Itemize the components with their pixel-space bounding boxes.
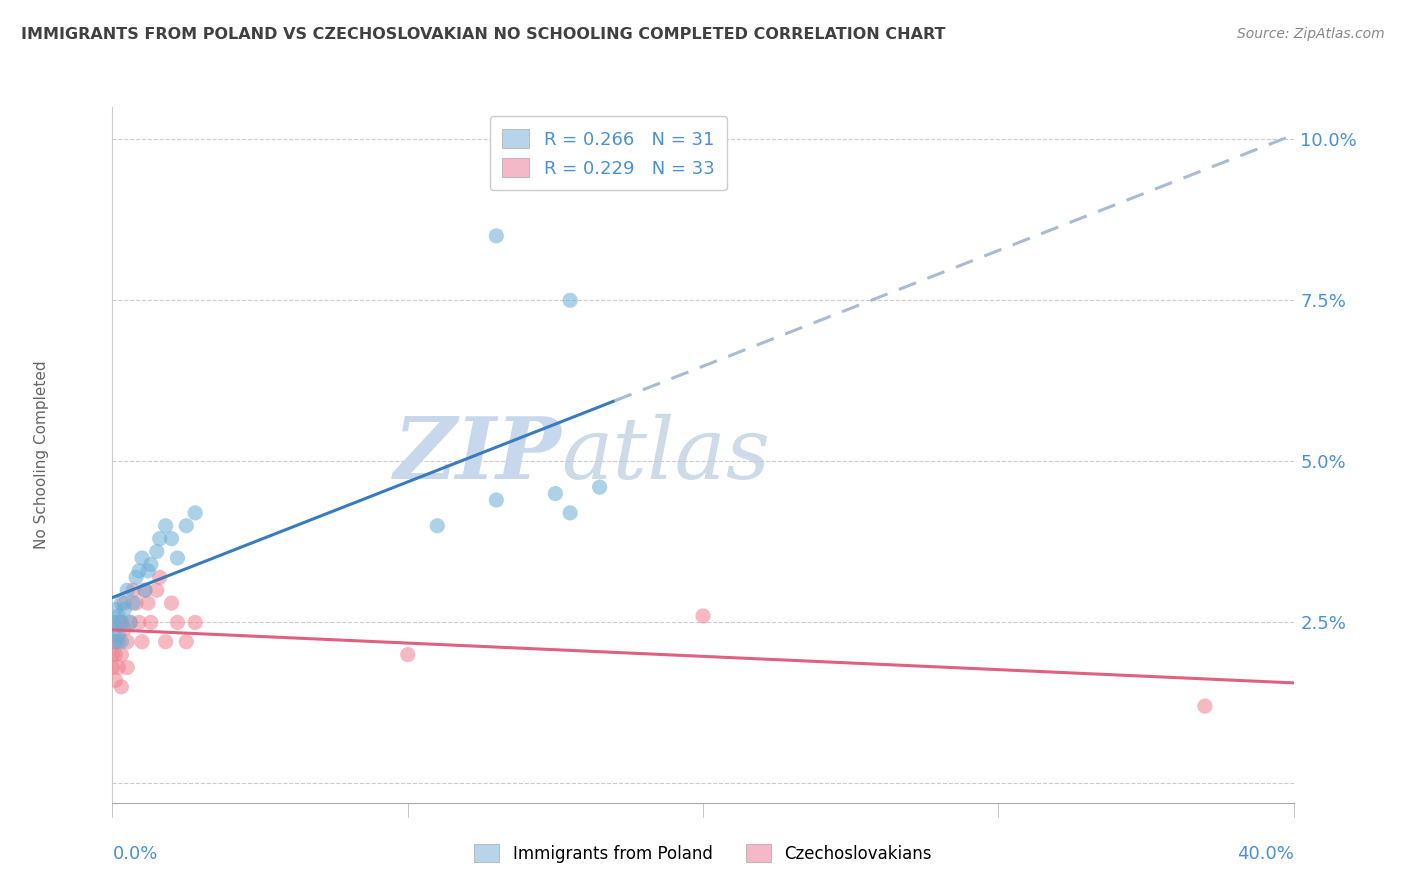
Point — [485, 228, 508, 243]
Point — [107, 660, 129, 674]
Point — [174, 634, 197, 648]
Point — [107, 628, 129, 642]
Point — [104, 648, 127, 662]
Point — [122, 583, 145, 598]
Point — [139, 558, 162, 572]
Text: 0.0%: 0.0% — [112, 845, 157, 863]
Text: 40.0%: 40.0% — [1237, 845, 1294, 863]
Point — [558, 293, 582, 308]
Point — [110, 615, 132, 630]
Point — [110, 634, 132, 648]
Point — [134, 583, 156, 598]
Point — [101, 615, 124, 630]
Point — [155, 518, 177, 533]
Point — [122, 596, 145, 610]
Point — [426, 518, 449, 533]
Text: IMMIGRANTS FROM POLAND VS CZECHOSLOVAKIAN NO SCHOOLING COMPLETED CORRELATION CHA: IMMIGRANTS FROM POLAND VS CZECHOSLOVAKIA… — [21, 27, 946, 42]
Point — [136, 564, 159, 578]
Point — [146, 583, 169, 598]
Point — [120, 615, 142, 630]
Text: No Schooling Completed: No Schooling Completed — [34, 360, 49, 549]
Point — [104, 634, 127, 648]
Point — [117, 634, 138, 648]
Point — [136, 596, 159, 610]
Point — [184, 506, 207, 520]
Point — [117, 660, 138, 674]
Point — [1194, 699, 1216, 714]
Text: Source: ZipAtlas.com: Source: ZipAtlas.com — [1237, 27, 1385, 41]
Point — [107, 615, 129, 630]
Point — [112, 622, 135, 636]
Point — [174, 518, 197, 533]
Point — [101, 660, 124, 674]
Legend: Immigrants from Poland, Czechoslovakians: Immigrants from Poland, Czechoslovakians — [465, 836, 941, 871]
Point — [558, 506, 582, 520]
Point — [125, 596, 148, 610]
Point — [131, 551, 153, 566]
Point — [128, 615, 150, 630]
Point — [104, 602, 127, 616]
Point — [107, 609, 129, 624]
Point — [104, 622, 127, 636]
Point — [139, 615, 162, 630]
Point — [104, 673, 127, 688]
Point — [110, 648, 132, 662]
Point — [155, 634, 177, 648]
Point — [160, 532, 183, 546]
Point — [485, 493, 508, 508]
Point — [110, 680, 132, 694]
Point — [107, 634, 129, 648]
Point — [166, 615, 188, 630]
Point — [104, 634, 127, 648]
Point — [166, 551, 188, 566]
Point — [120, 615, 142, 630]
Point — [160, 596, 183, 610]
Point — [110, 596, 132, 610]
Point — [110, 615, 132, 630]
Text: ZIP: ZIP — [394, 413, 561, 497]
Point — [146, 544, 169, 558]
Point — [101, 648, 124, 662]
Point — [149, 570, 172, 584]
Point — [692, 609, 714, 624]
Point — [544, 486, 567, 500]
Point — [128, 564, 150, 578]
Point — [134, 583, 156, 598]
Text: atlas: atlas — [561, 414, 770, 496]
Point — [131, 634, 153, 648]
Point — [588, 480, 610, 494]
Point — [112, 596, 135, 610]
Point — [149, 532, 172, 546]
Point — [125, 570, 148, 584]
Point — [396, 648, 419, 662]
Point — [117, 583, 138, 598]
Point — [184, 615, 207, 630]
Point — [112, 602, 135, 616]
